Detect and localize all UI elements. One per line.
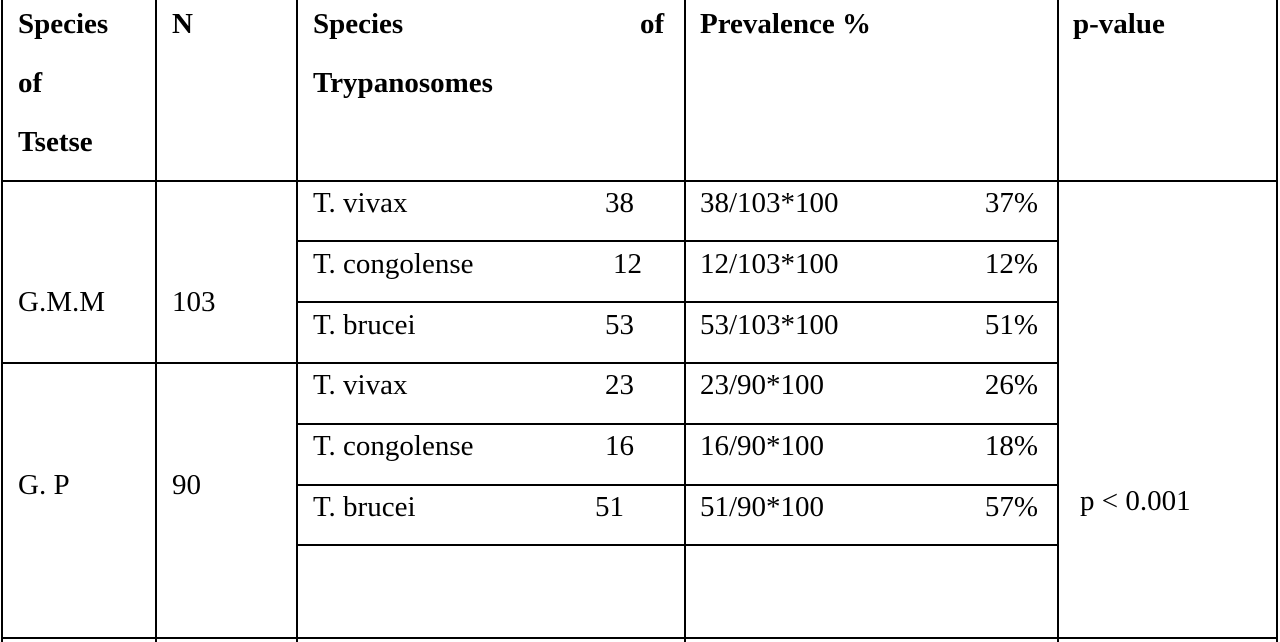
table-divider [296, 0, 298, 642]
row-formula: 16/90*100 [700, 430, 825, 462]
row-count: 12 [613, 248, 642, 280]
group-tsetse: G. P [18, 469, 70, 501]
header-trypanosomes: Species [313, 8, 404, 40]
header-prevalence: Prevalence % [700, 8, 871, 40]
table-divider [684, 0, 686, 642]
table-divider [1057, 0, 1059, 642]
group-n: 90 [172, 469, 201, 501]
group-n: 103 [172, 286, 216, 318]
row-species: T. congolense [313, 430, 474, 462]
row-percent: 37% [984, 187, 1038, 219]
row-count: 53 [605, 309, 634, 341]
header-tsetse: of [18, 67, 43, 99]
header-bottom-line [1, 180, 1278, 182]
row-percent: 51% [984, 309, 1038, 341]
header-tsetse: Species [18, 8, 109, 40]
row-species: T. vivax [313, 369, 408, 401]
row-count: 51 [595, 491, 624, 523]
pvalue-cell: p < 0.001 [1080, 485, 1191, 517]
row-species: T. brucei [313, 309, 416, 341]
row-percent: 18% [984, 430, 1038, 462]
row-species: T. vivax [313, 187, 408, 219]
table-border-left [1, 0, 3, 642]
table-divider [155, 0, 157, 642]
row-count: 38 [605, 187, 634, 219]
row-species: T. brucei [313, 491, 416, 523]
row-formula: 12/103*100 [700, 248, 839, 280]
row-percent: 57% [984, 491, 1038, 523]
header-n: N [172, 8, 193, 40]
row-percent: 12% [984, 248, 1038, 280]
row-formula: 23/90*100 [700, 369, 825, 401]
row-separator [296, 544, 1058, 546]
row-species: T. congolense [313, 248, 474, 280]
header-trypanosomes: Trypanosomes [313, 67, 493, 99]
header-tsetse: Tsetse [18, 126, 93, 158]
header-pvalue: p-value [1073, 8, 1165, 40]
row-formula: 51/90*100 [700, 491, 825, 523]
row-percent: 26% [984, 369, 1038, 401]
row-separator [296, 484, 1058, 486]
row-count: 23 [605, 369, 634, 401]
table-border-bottom [1, 637, 1278, 639]
header-trypanosomes: of [640, 8, 665, 40]
table-border-right [1276, 0, 1278, 642]
row-count: 16 [605, 430, 634, 462]
group-tsetse: G.M.M [18, 286, 106, 318]
row-separator [296, 301, 1058, 303]
row-separator [296, 423, 1058, 425]
row-formula: 53/103*100 [700, 309, 839, 341]
row-separator [296, 240, 1058, 242]
row-formula: 38/103*100 [700, 187, 839, 219]
group-separator [1, 362, 1058, 364]
